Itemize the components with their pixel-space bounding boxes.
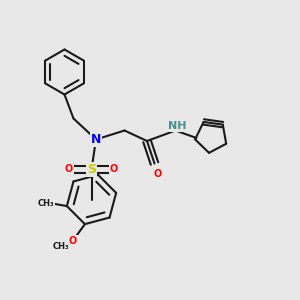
Text: O: O (65, 164, 73, 175)
Text: N: N (91, 133, 101, 146)
Text: CH₃: CH₃ (52, 242, 69, 251)
Text: O: O (153, 169, 162, 179)
Text: O: O (69, 236, 77, 246)
Text: CH₃: CH₃ (38, 199, 54, 208)
Text: S: S (87, 163, 96, 176)
Text: O: O (110, 164, 118, 175)
Text: NH: NH (168, 121, 186, 131)
